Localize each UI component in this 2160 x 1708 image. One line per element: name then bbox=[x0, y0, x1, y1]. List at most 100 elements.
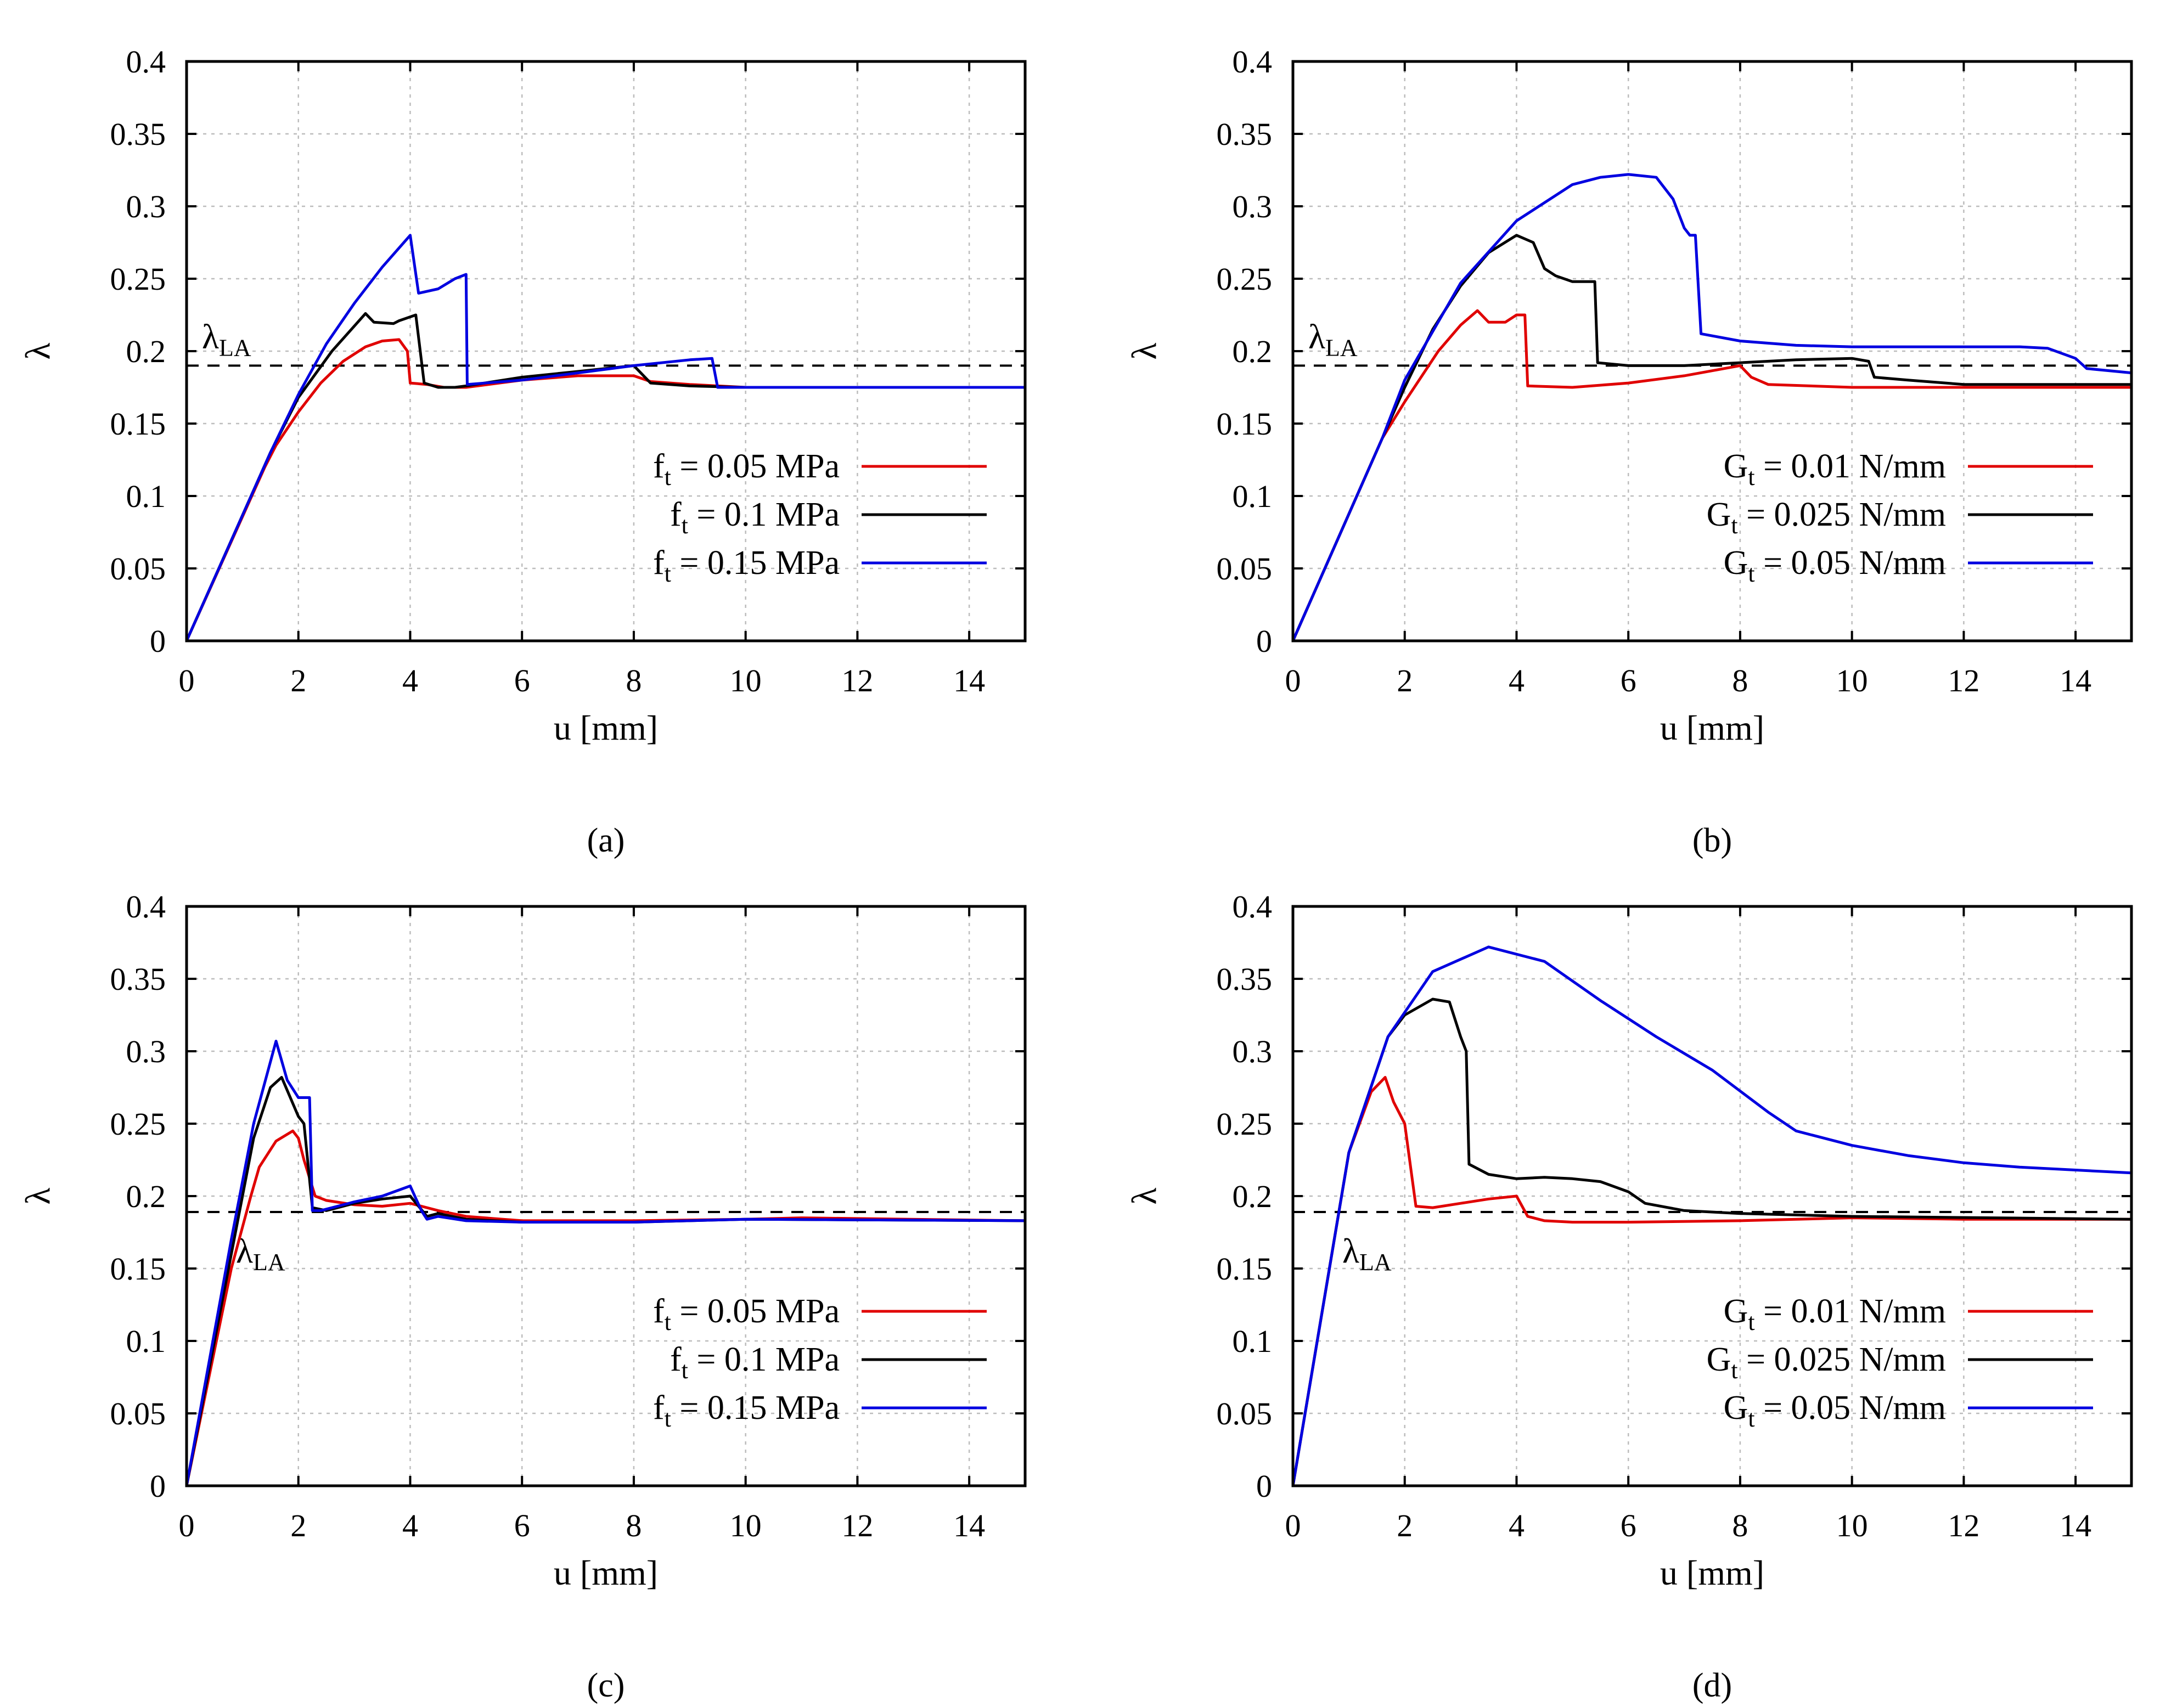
x-tick-label: 14 bbox=[2060, 663, 2091, 698]
legend-label-0: Gt = 0.01 N/mm bbox=[1724, 1293, 1946, 1335]
legend-name: G bbox=[1724, 1389, 1748, 1427]
x-tick-label: 12 bbox=[841, 1508, 873, 1543]
plot-frame bbox=[1291, 60, 2133, 642]
y-axis-label: λ bbox=[18, 342, 57, 359]
legend-value: = 0.15 MPa bbox=[671, 1389, 840, 1427]
chart-panel-b: 0 2 4 6 8 10 12 14 0 0.05 0.1 0.15 0.2 0.25 0.3 0.35 0.4… bbox=[1124, 44, 2133, 859]
chart-panel-a: 0 2 4 6 8 10 12 14 0 0.05 0.1 0.15 0.2 0.25 0.3 0.35 0.4… bbox=[18, 44, 1027, 859]
y-tick-label: 0.3 bbox=[1233, 189, 1273, 224]
y-tick-label: 0.15 bbox=[1217, 406, 1273, 442]
series-line-1 bbox=[1291, 997, 2133, 1487]
series-line-1 bbox=[185, 1076, 1027, 1487]
legend-value: = 0.01 N/mm bbox=[1755, 448, 1946, 485]
panel-caption: (a) bbox=[587, 822, 625, 859]
series-line-2 bbox=[185, 1040, 1027, 1487]
series-line-2 bbox=[185, 234, 1027, 642]
series-line-0 bbox=[1291, 1076, 2133, 1487]
x-tick-label: 10 bbox=[730, 663, 762, 698]
series-line-2 bbox=[1291, 945, 2133, 1487]
y-axis-label: λ bbox=[1124, 342, 1163, 359]
reference-label: λLA bbox=[1308, 317, 1358, 361]
legend-label-1: Gt = 0.025 N/mm bbox=[1707, 496, 1946, 539]
legend-subscript: t bbox=[1748, 1309, 1754, 1335]
x-tick-label: 14 bbox=[953, 1508, 985, 1543]
legend-subscript: t bbox=[1731, 1357, 1737, 1384]
legend-subscript: t bbox=[682, 512, 688, 539]
chart-panel-d: 0 2 4 6 8 10 12 14 0 0.05 0.1 0.15 0.2 0.25 0.3 0.35 0.4… bbox=[1124, 889, 2133, 1704]
x-tick-label: 14 bbox=[2060, 1508, 2091, 1543]
legend-subscript: t bbox=[665, 464, 671, 491]
y-tick-label: 0.15 bbox=[1217, 1251, 1273, 1287]
legend-value: = 0.05 MPa bbox=[671, 448, 840, 485]
legend-subscript: t bbox=[665, 1309, 671, 1335]
legend-subscript: t bbox=[665, 560, 671, 587]
legend-value: = 0.025 N/mm bbox=[1738, 1341, 1946, 1378]
y-tick-label: 0.4 bbox=[1233, 44, 1273, 80]
reference-label-symbol: λ bbox=[1342, 1231, 1359, 1270]
legend-value: = 0.15 MPa bbox=[671, 544, 840, 582]
x-tick-label: 12 bbox=[841, 663, 873, 698]
series-line-2 bbox=[1291, 173, 2133, 642]
legend-name: G bbox=[1724, 1293, 1748, 1330]
x-axis-label: u [mm] bbox=[1660, 708, 1764, 747]
x-tick-label: 8 bbox=[626, 1508, 642, 1543]
series-line-0 bbox=[1291, 309, 2133, 642]
x-tick-label: 0 bbox=[179, 663, 195, 698]
legend-label-1: ft = 0.1 MPa bbox=[670, 1341, 840, 1384]
y-tick-label: 0.1 bbox=[126, 478, 166, 514]
legend-subscript: t bbox=[682, 1357, 688, 1384]
legend-value: = 0.1 MPa bbox=[688, 1341, 840, 1378]
plot-frame bbox=[185, 60, 1027, 642]
y-tick-label: 0.4 bbox=[1233, 889, 1273, 925]
y-axis-label: λ bbox=[18, 1187, 57, 1204]
x-tick-label: 10 bbox=[1836, 663, 1868, 698]
x-tick-label: 0 bbox=[179, 1508, 195, 1543]
x-tick-label: 6 bbox=[514, 1508, 530, 1543]
reference-label-subscript: LA bbox=[219, 334, 251, 361]
y-tick-label: 0.35 bbox=[110, 116, 166, 152]
legend-value: = 0.01 N/mm bbox=[1755, 1293, 1946, 1330]
y-tick-label: 0.25 bbox=[110, 1106, 166, 1142]
y-tick-label: 0 bbox=[1256, 1468, 1272, 1504]
y-tick-label: 0.15 bbox=[110, 1251, 166, 1287]
y-tick-label: 0 bbox=[150, 1468, 166, 1504]
x-tick-label: 8 bbox=[1732, 1508, 1748, 1543]
series-line-1 bbox=[1291, 234, 2133, 642]
legend-label-2: Gt = 0.05 N/mm bbox=[1724, 544, 1946, 587]
legend-label-0: ft = 0.05 MPa bbox=[653, 448, 840, 491]
y-tick-label: 0.25 bbox=[110, 261, 166, 297]
legend-value: = 0.05 N/mm bbox=[1755, 544, 1946, 582]
reference-label-symbol: λ bbox=[1308, 317, 1325, 356]
series-line-1 bbox=[185, 312, 1027, 642]
y-axis-label: λ bbox=[1124, 1187, 1163, 1204]
reference-label: λLA bbox=[202, 317, 251, 361]
y-tick-label: 0 bbox=[1256, 623, 1272, 659]
x-axis-label: u [mm] bbox=[554, 1553, 658, 1592]
y-tick-label: 0.2 bbox=[1233, 334, 1273, 369]
reference-label-symbol: λ bbox=[202, 317, 219, 356]
legend-label-0: ft = 0.05 MPa bbox=[653, 1293, 840, 1335]
y-tick-label: 0.3 bbox=[126, 1034, 166, 1069]
x-tick-label: 0 bbox=[1285, 663, 1301, 698]
y-tick-label: 0.3 bbox=[1233, 1034, 1273, 1069]
reference-label-subscript: LA bbox=[1359, 1249, 1392, 1276]
x-tick-label: 12 bbox=[1948, 663, 1979, 698]
y-tick-label: 0.05 bbox=[110, 1396, 166, 1431]
y-tick-label: 0.2 bbox=[1233, 1179, 1273, 1214]
legend-name: f bbox=[653, 544, 665, 582]
panel-caption: (b) bbox=[1692, 822, 1732, 859]
legend-label-2: ft = 0.15 MPa bbox=[653, 1389, 840, 1432]
x-tick-label: 10 bbox=[1836, 1508, 1868, 1543]
y-tick-label: 0.1 bbox=[1233, 478, 1273, 514]
y-tick-label: 0.05 bbox=[1217, 1396, 1273, 1431]
plot-frame bbox=[1291, 905, 2133, 1487]
x-axis-label: u [mm] bbox=[554, 708, 658, 747]
y-tick-label: 0.2 bbox=[126, 334, 166, 369]
y-tick-label: 0.35 bbox=[1217, 116, 1273, 152]
legend-name: f bbox=[670, 1341, 682, 1378]
x-tick-label: 6 bbox=[514, 663, 530, 698]
x-tick-label: 4 bbox=[402, 1508, 418, 1543]
y-tick-label: 0.25 bbox=[1217, 261, 1273, 297]
legend-label-2: ft = 0.15 MPa bbox=[653, 544, 840, 587]
